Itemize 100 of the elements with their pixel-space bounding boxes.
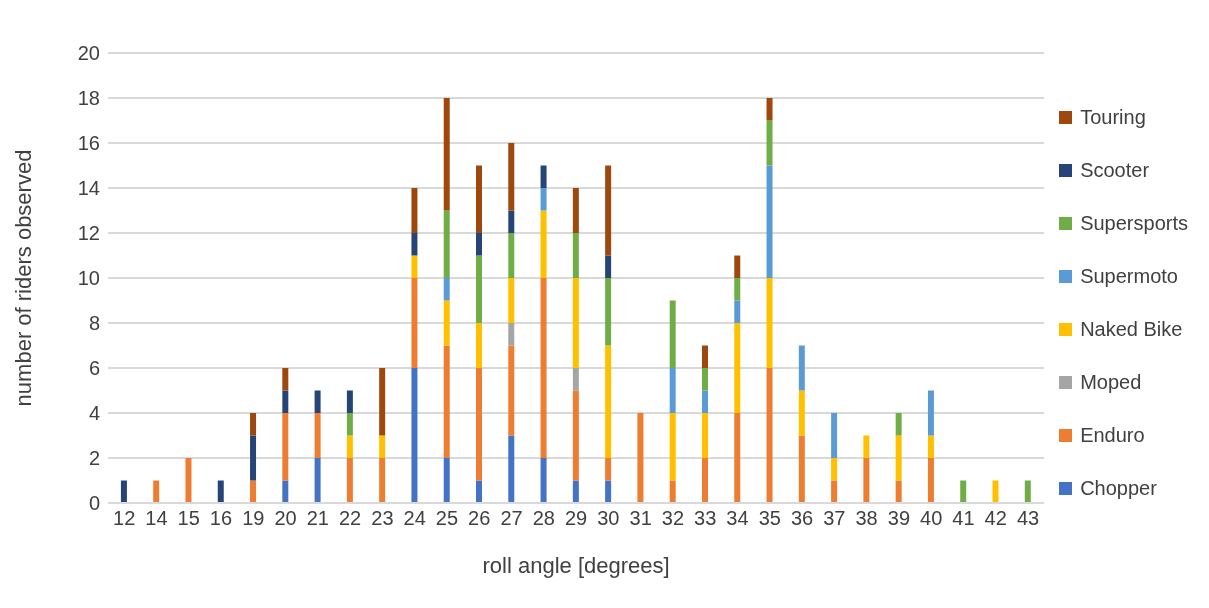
bar <box>476 323 483 368</box>
bar <box>895 435 902 481</box>
bar <box>508 143 515 211</box>
y-tick-label: 12 <box>77 222 100 245</box>
bar <box>314 458 321 503</box>
y-tick-label: 8 <box>88 312 100 335</box>
y-tick-label: 4 <box>88 402 100 425</box>
bar <box>443 345 450 458</box>
bar <box>572 188 579 233</box>
bar <box>185 458 192 503</box>
bar <box>508 345 515 436</box>
bar <box>379 458 386 503</box>
bar <box>540 188 547 211</box>
bar <box>605 345 612 458</box>
bar <box>734 278 741 301</box>
x-tick-label: 40 <box>920 507 943 530</box>
y-tick-label: 0 <box>88 492 100 515</box>
bar <box>701 458 708 503</box>
bar <box>798 345 805 391</box>
x-tick-label: 32 <box>661 507 685 530</box>
bar <box>798 390 805 436</box>
x-tick-label: 16 <box>209 507 233 530</box>
bar <box>314 390 321 413</box>
bar <box>734 300 741 323</box>
bar <box>250 480 257 503</box>
bar <box>540 458 547 503</box>
bar <box>863 458 870 503</box>
bar <box>766 120 773 166</box>
bar <box>250 413 257 436</box>
bar <box>572 480 579 503</box>
x-tick-label: 22 <box>338 507 362 530</box>
legend-label: Supersports <box>1080 212 1188 235</box>
bar <box>476 165 483 233</box>
x-tick-label: 35 <box>758 507 781 530</box>
bar <box>282 390 289 413</box>
x-tick-label: 23 <box>371 507 394 530</box>
bar <box>411 368 418 503</box>
bar <box>282 480 289 503</box>
bar <box>346 458 353 503</box>
bar <box>927 390 934 436</box>
x-tick-label: 27 <box>500 507 523 530</box>
x-tick-label: 34 <box>726 507 749 530</box>
bar <box>798 435 805 503</box>
bar <box>831 413 838 458</box>
bar <box>572 278 579 368</box>
bar <box>572 368 579 391</box>
bar <box>831 480 838 503</box>
bar <box>734 323 741 413</box>
bar <box>314 413 321 458</box>
bar <box>669 300 676 368</box>
bar <box>476 255 483 323</box>
legend-label: Chopper <box>1080 477 1157 500</box>
x-tick-label: 31 <box>629 507 652 530</box>
bar <box>282 368 289 391</box>
bar <box>766 98 773 121</box>
bar <box>540 165 547 188</box>
bar <box>927 435 934 458</box>
legend-label: Enduro <box>1080 424 1145 447</box>
bar <box>508 323 515 346</box>
bar <box>960 480 967 503</box>
x-tick-label: 21 <box>306 507 329 530</box>
y-tick-label: 14 <box>77 177 100 200</box>
bar <box>443 300 450 346</box>
x-tick-label: 36 <box>790 507 814 530</box>
bar <box>734 413 741 503</box>
legend-label: Supermoto <box>1080 265 1178 288</box>
bar <box>992 480 999 503</box>
x-tick-label: 38 <box>855 507 878 530</box>
bar <box>605 480 612 503</box>
x-tick-label: 42 <box>984 507 1007 530</box>
bar <box>895 480 902 503</box>
bar <box>701 390 708 413</box>
x-tick-label: 20 <box>274 507 297 530</box>
x-tick-label: 25 <box>435 507 459 530</box>
x-tick-label: 24 <box>403 507 426 530</box>
bar <box>766 278 773 368</box>
bar <box>669 480 676 503</box>
bar <box>282 413 289 481</box>
bar <box>927 458 934 503</box>
bar <box>443 278 450 301</box>
bar <box>476 233 483 256</box>
bar <box>605 458 612 481</box>
bar <box>572 233 579 278</box>
x-tick-label: 39 <box>887 507 911 530</box>
bar <box>701 368 708 391</box>
bar <box>605 165 612 256</box>
bar <box>217 480 224 503</box>
bar <box>411 255 418 278</box>
bar <box>508 233 515 278</box>
x-tick-label: 14 <box>145 507 168 530</box>
bar <box>734 255 741 278</box>
bar <box>443 210 450 278</box>
x-axis-title: roll angle [degrees] <box>482 553 670 578</box>
legend-label: Scooter <box>1080 159 1150 182</box>
y-tick-label: 18 <box>77 87 100 110</box>
x-tick-label: 15 <box>177 507 200 530</box>
bar <box>863 435 870 458</box>
bar <box>508 278 515 323</box>
bar <box>346 413 353 436</box>
x-tick-label: 28 <box>532 507 555 530</box>
